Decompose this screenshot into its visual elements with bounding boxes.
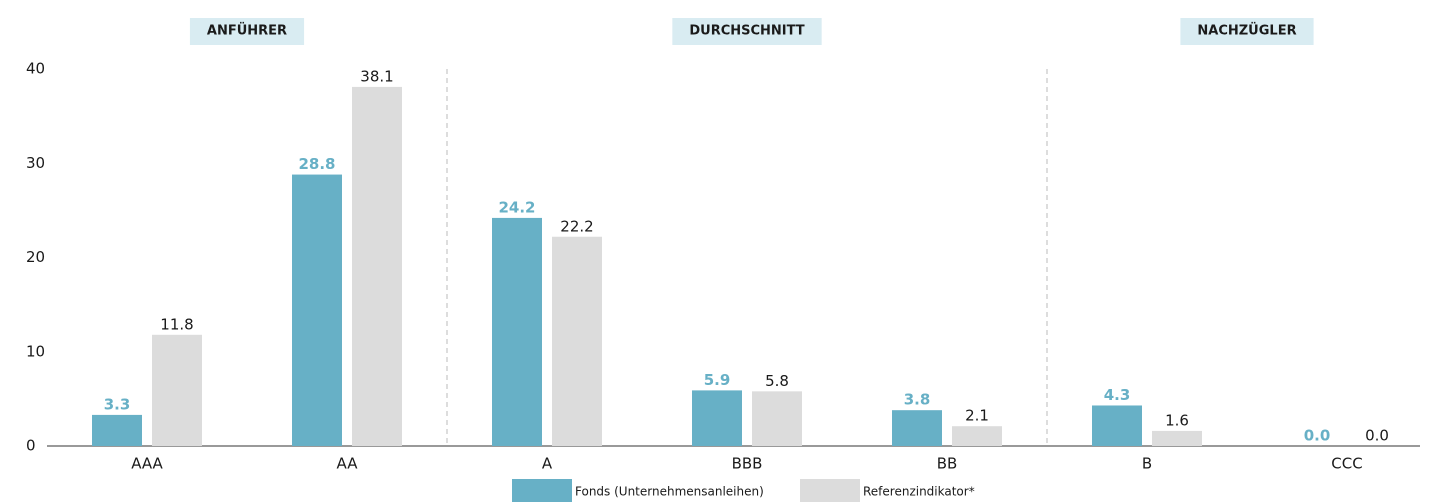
x-tick-label: B (1142, 455, 1152, 473)
group-box (672, 18, 822, 45)
value-label: 24.2 (498, 198, 535, 216)
value-label: 28.8 (298, 155, 335, 173)
value-label: 0.0 (1304, 427, 1331, 445)
bar (292, 174, 342, 446)
value-label: 11.8 (160, 315, 193, 333)
bar (552, 236, 602, 446)
y-tick-label: 30 (26, 154, 45, 172)
group-label: ANFÜHRER (207, 23, 287, 39)
legend-swatch (512, 479, 572, 502)
legend-label: Fonds (Unternehmensanleihen) (575, 485, 764, 499)
x-tick-label: BB (937, 455, 958, 473)
y-tick-label: 0 (26, 437, 36, 455)
bar (492, 217, 542, 446)
x-tick-label: A (542, 455, 553, 473)
bar (692, 390, 742, 446)
x-tick-label: CCC (1331, 455, 1362, 473)
y-tick-label: 40 (26, 60, 45, 78)
bar (892, 410, 942, 446)
group-box (1180, 18, 1314, 45)
value-label: 3.8 (904, 391, 931, 409)
bar (92, 414, 142, 446)
group-box (189, 18, 305, 45)
x-tick-label: AA (337, 455, 359, 473)
value-label: 38.1 (360, 67, 393, 85)
bar (1152, 430, 1202, 446)
y-tick-label: 10 (26, 342, 45, 360)
legend-swatch (800, 479, 860, 502)
value-label: 0.0 (1365, 427, 1389, 445)
x-tick-label: BBB (732, 455, 763, 473)
legend-label: Referenzindikator* (863, 485, 975, 499)
bar (952, 426, 1002, 446)
value-label: 2.1 (965, 407, 989, 425)
value-label: 4.3 (1104, 386, 1131, 404)
bar (352, 86, 402, 446)
bar (1092, 405, 1142, 446)
y-tick-label: 20 (26, 248, 45, 266)
group-label: DURCHSCHNITT (689, 24, 804, 39)
value-label: 3.3 (104, 395, 131, 413)
x-tick-label: AAA (131, 455, 163, 473)
bar (152, 334, 202, 446)
group-label: NACHZÜGLER (1197, 23, 1296, 39)
value-label: 5.8 (765, 372, 789, 390)
value-label: 5.9 (704, 371, 731, 389)
bar (752, 391, 802, 446)
value-label: 1.6 (1165, 411, 1189, 429)
value-label: 22.2 (560, 217, 593, 235)
